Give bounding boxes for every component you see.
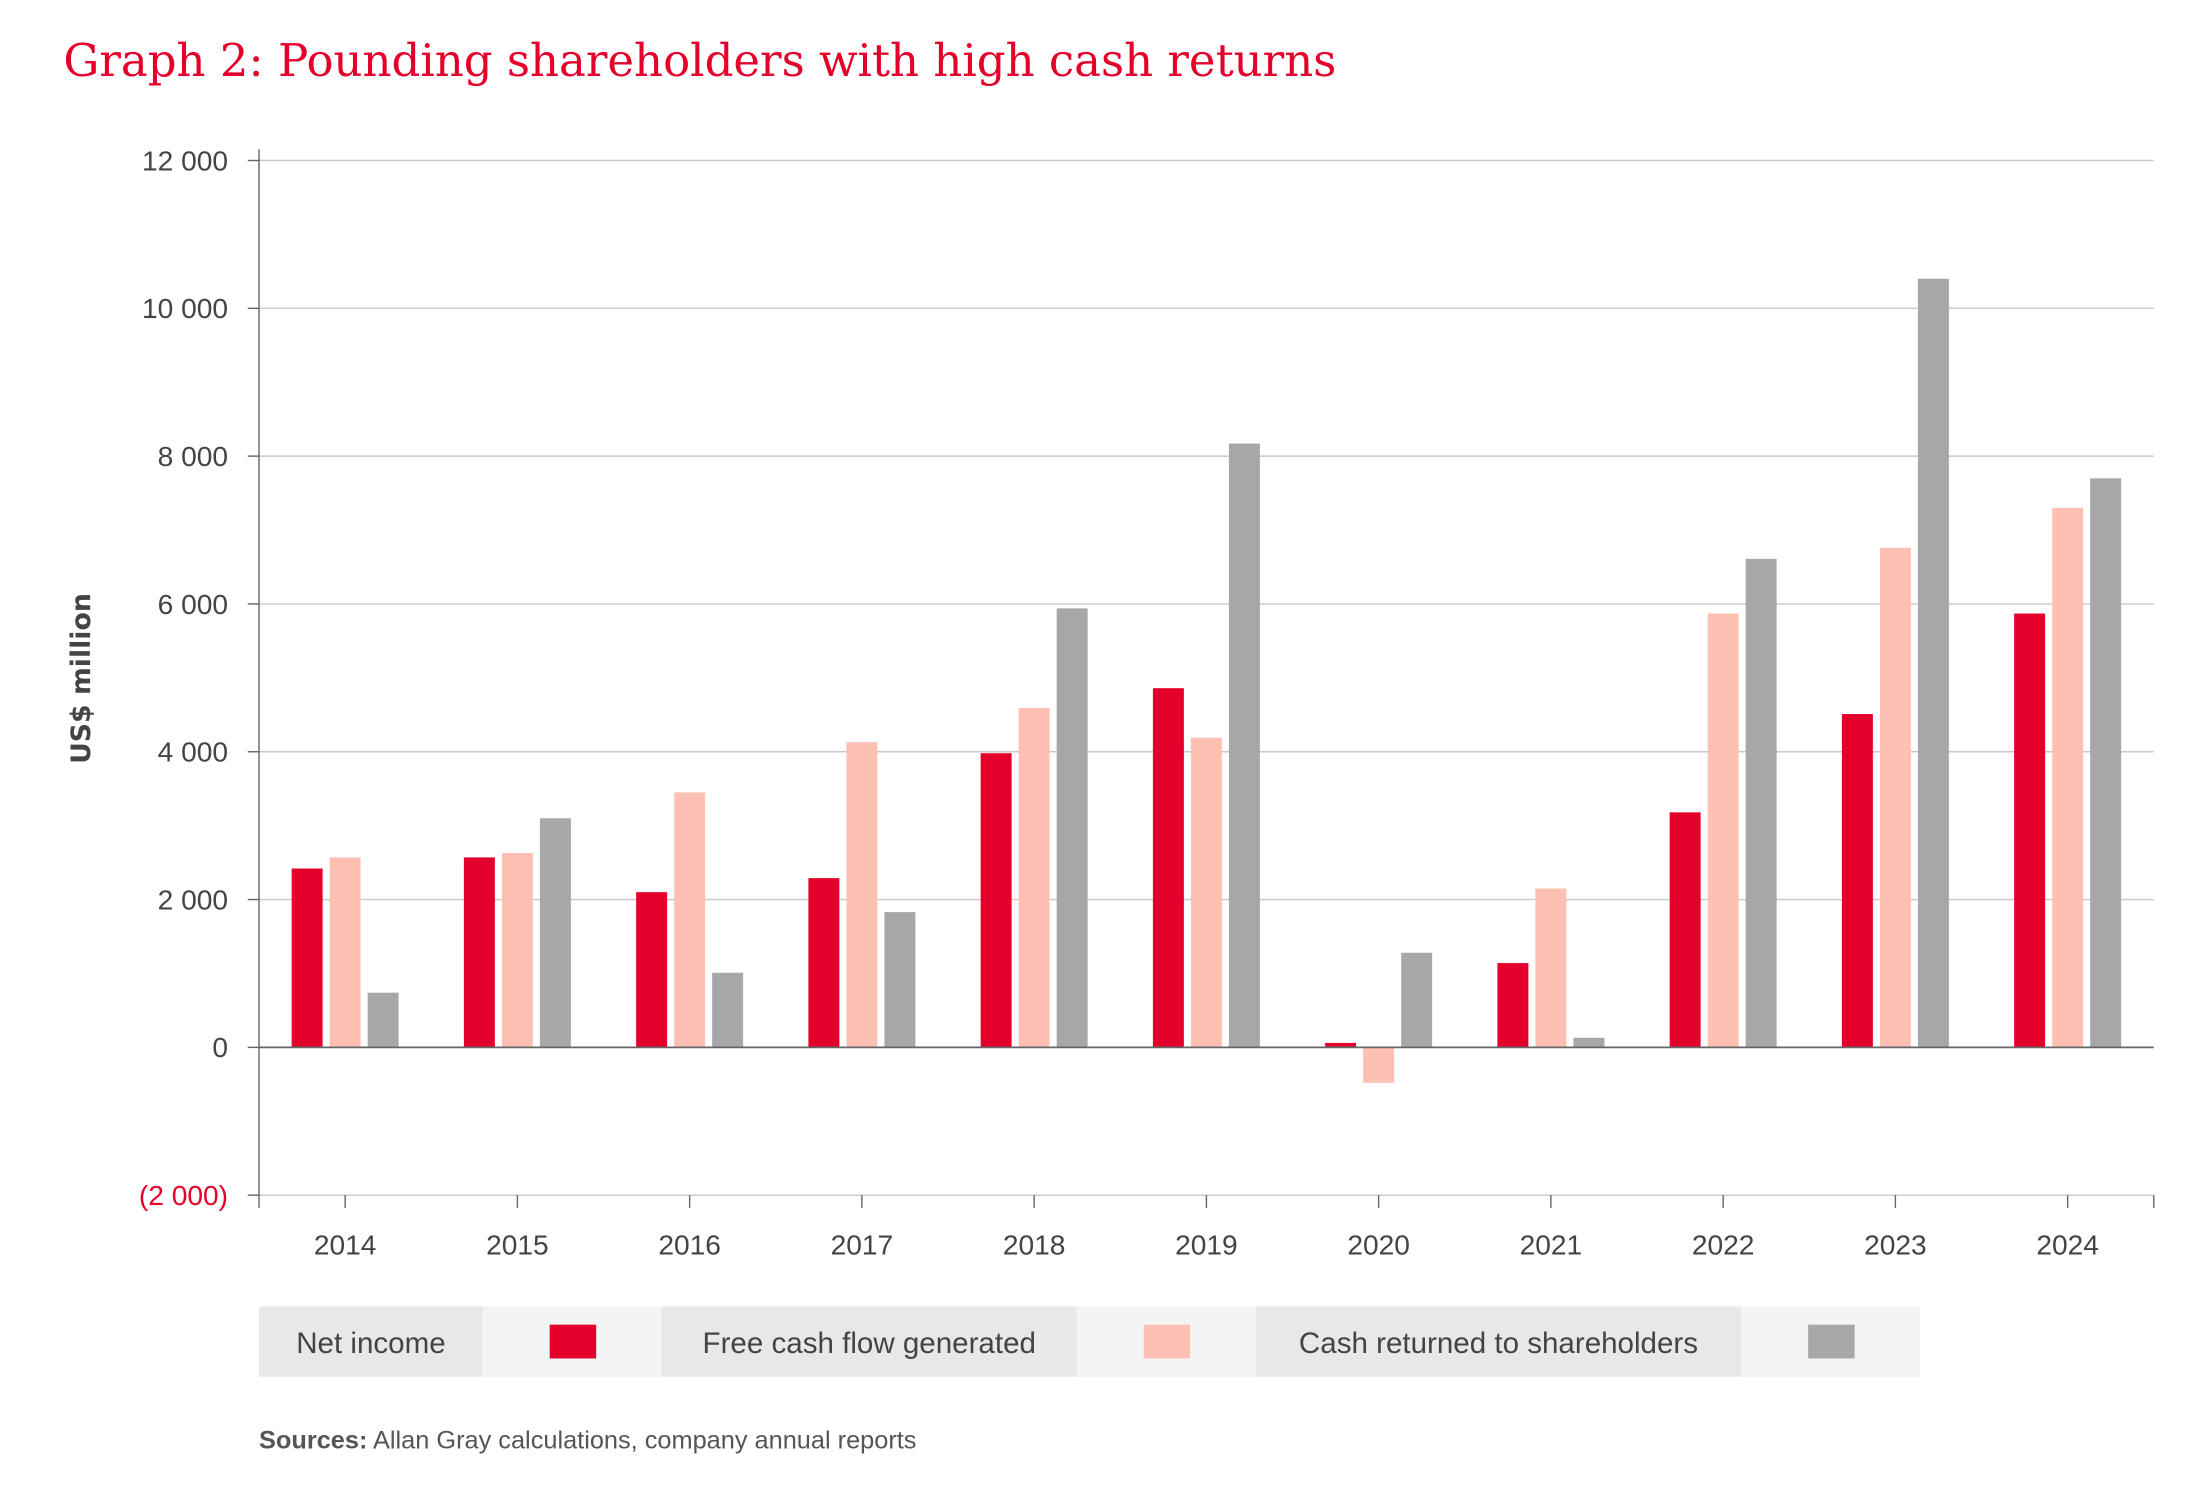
legend-label-box	[1255, 1306, 1742, 1377]
x-tick-label: 2017	[831, 1229, 894, 1260]
bar-free-cash-flow-generated-2015	[501, 852, 533, 1048]
axes: (2 000) 0 2 000 4 000 6 000 8 000 10 000 12 000…	[139, 145, 2155, 1260]
x-tick-label: 2022	[1692, 1229, 1755, 1260]
y-tick-label: (2 000)	[139, 1180, 228, 1211]
bar-free-cash-flow-generated-2019	[1190, 737, 1222, 1048]
bar-cash-returned-to-shareholders-2014	[367, 992, 399, 1048]
bar-free-cash-flow-generated-2020	[1363, 1047, 1395, 1083]
y-tick-label: 4 000	[158, 737, 228, 768]
bar-net-income-2020	[1325, 1042, 1357, 1048]
bar-net-income-2022	[1669, 812, 1701, 1048]
legend-label-box	[259, 1306, 483, 1377]
bar-cash-returned-to-shareholders-2017	[884, 912, 916, 1048]
legend-label-box	[661, 1306, 1077, 1377]
sources-note: Sources: Allan Gray calculations, compan…	[259, 1427, 916, 1455]
legend-label: Net income	[296, 1327, 445, 1360]
x-tick-label: 2016	[658, 1229, 721, 1260]
y-tick-label: 10 000	[142, 293, 228, 324]
legend-swatch	[1808, 1324, 1855, 1359]
bar-net-income-2017	[808, 878, 840, 1048]
bar-net-income-2018	[980, 753, 1012, 1048]
bar-cash-returned-to-shareholders-2016	[712, 972, 744, 1048]
bar-free-cash-flow-generated-2023	[1879, 547, 1911, 1048]
bar-cash-returned-to-shareholders-2015	[539, 818, 571, 1048]
bar-free-cash-flow-generated-2022	[1707, 613, 1739, 1048]
x-tick-label: 2023	[1864, 1229, 1927, 1260]
y-tick-label: 12 000	[142, 145, 228, 176]
bar-free-cash-flow-generated-2017	[846, 742, 878, 1048]
x-tick-label: 2014	[314, 1229, 377, 1260]
bar-net-income-2021	[1497, 963, 1529, 1048]
chart-title: Graph 2: Pounding shareholders with high…	[63, 34, 1336, 87]
x-tick-label: 2021	[1520, 1229, 1583, 1260]
y-tick-label: 0	[212, 1032, 228, 1063]
bar-free-cash-flow-generated-2014	[329, 857, 361, 1048]
bar-cash-returned-to-shareholders-2018	[1056, 608, 1088, 1048]
bar-net-income-2019	[1152, 688, 1184, 1048]
bar-free-cash-flow-generated-2024	[2052, 507, 2084, 1048]
bar-net-income-2014	[291, 868, 323, 1048]
y-tick-label: 2 000	[158, 884, 228, 915]
x-tick-label: 2024	[2036, 1229, 2099, 1260]
legend-label: Free cash flow generated	[703, 1327, 1036, 1360]
bar-cash-returned-to-shareholders-2020	[1401, 952, 1433, 1048]
bar-cash-returned-to-shareholders-2021	[1573, 1037, 1605, 1048]
y-tick-label: 6 000	[158, 589, 228, 620]
bar-net-income-2015	[463, 857, 495, 1048]
bars	[291, 278, 2122, 1083]
bar-cash-returned-to-shareholders-2022	[1745, 558, 1777, 1048]
y-axis-label: US$ million	[66, 593, 97, 764]
x-tick-label: 2015	[486, 1229, 549, 1260]
x-tick-label: 2020	[1347, 1229, 1410, 1260]
legend: Net income Free cash flow generated Cash r…	[259, 1306, 1921, 1377]
gridlines	[259, 159, 2154, 901]
bar-net-income-2023	[1841, 714, 1873, 1048]
legend-swatch	[549, 1324, 597, 1359]
bar-cash-returned-to-shareholders-2024	[2090, 478, 2122, 1048]
legend-swatch	[1143, 1324, 1191, 1359]
bar-free-cash-flow-generated-2016	[674, 792, 706, 1048]
bar-net-income-2016	[636, 892, 668, 1048]
bar-free-cash-flow-generated-2018	[1018, 708, 1050, 1048]
legend-label: Cash returned to shareholders	[1299, 1327, 1698, 1360]
bar-free-cash-flow-generated-2021	[1535, 888, 1567, 1048]
bar-net-income-2024	[2014, 613, 2046, 1048]
x-tick-label: 2018	[1003, 1229, 1066, 1260]
bar-cash-returned-to-shareholders-2023	[1917, 278, 1949, 1048]
bar-cash-returned-to-shareholders-2019	[1228, 443, 1260, 1048]
y-tick-label: 8 000	[158, 441, 228, 472]
x-tick-label: 2019	[1175, 1229, 1238, 1260]
